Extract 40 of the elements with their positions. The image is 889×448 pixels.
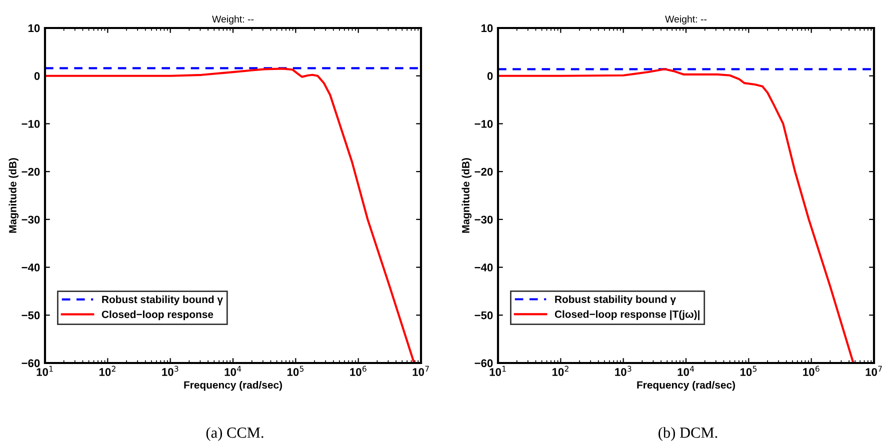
- x-axis-title: Frequency (rad/sec): [637, 380, 735, 391]
- y-tick-label: 10: [481, 24, 493, 32]
- y-tick-label: 0: [34, 72, 40, 80]
- x-tick-label: 10$^{5}$: [287, 366, 304, 376]
- y-tick-label: −40: [474, 264, 493, 272]
- x-tick-label: 10$^{4}$: [224, 366, 242, 376]
- chart-title: Weight: --: [665, 15, 707, 24]
- y-tick-label: 10: [28, 24, 40, 32]
- x-tick-label: 10$^{5}$: [740, 366, 757, 376]
- y-tick-label: −60: [474, 359, 493, 368]
- y-tick-label: −10: [22, 120, 40, 128]
- x-tick-label: 10$^{2}$: [99, 366, 116, 376]
- y-tick-label: −20: [474, 168, 493, 176]
- x-tick-label: 10$^{3}$: [615, 366, 632, 376]
- legend-label: Closed−loop response: [102, 310, 214, 320]
- y-tick-label: −30: [474, 216, 493, 224]
- x-tick-label: 10$^{7}$: [866, 366, 882, 376]
- legend-label: Robust stability bound γ: [102, 295, 223, 306]
- text: (a) CCM.: [206, 427, 264, 441]
- y-tick-label: −30: [22, 216, 40, 224]
- legend-label: Closed−loop response |T(jω)|: [554, 310, 700, 320]
- y-tick-label: −20: [22, 168, 40, 176]
- y-axis-title: Magnitude (dB): [8, 158, 19, 233]
- x-tick-label: 10$^{4}$: [678, 366, 694, 376]
- chart-title: Weight: --: [212, 15, 254, 24]
- y-tick-label: −40: [22, 264, 40, 272]
- x-tick-label: 10$^{6}$: [803, 366, 820, 376]
- legend-label: Robust stability bound γ: [555, 295, 676, 306]
- y-tick-label: −10: [474, 120, 493, 128]
- y-tick-label: −50: [22, 311, 40, 320]
- y-axis-title: Magnitude (dB): [462, 158, 472, 233]
- x-tick-label: 10$^{6}$: [350, 366, 366, 376]
- y-tick-label: −60: [22, 359, 40, 368]
- x-tick-label: 10$^{3}$: [162, 366, 178, 376]
- x-tick-label: 10$^{2}$: [552, 366, 568, 376]
- x-tick-label: 10$^{7}$: [412, 366, 429, 376]
- x-axis-title: Frequency (rad/sec): [184, 380, 282, 391]
- text: (b) DCM.: [658, 427, 718, 441]
- y-tick-label: −50: [474, 311, 493, 320]
- y-tick-label: 0: [487, 72, 493, 80]
